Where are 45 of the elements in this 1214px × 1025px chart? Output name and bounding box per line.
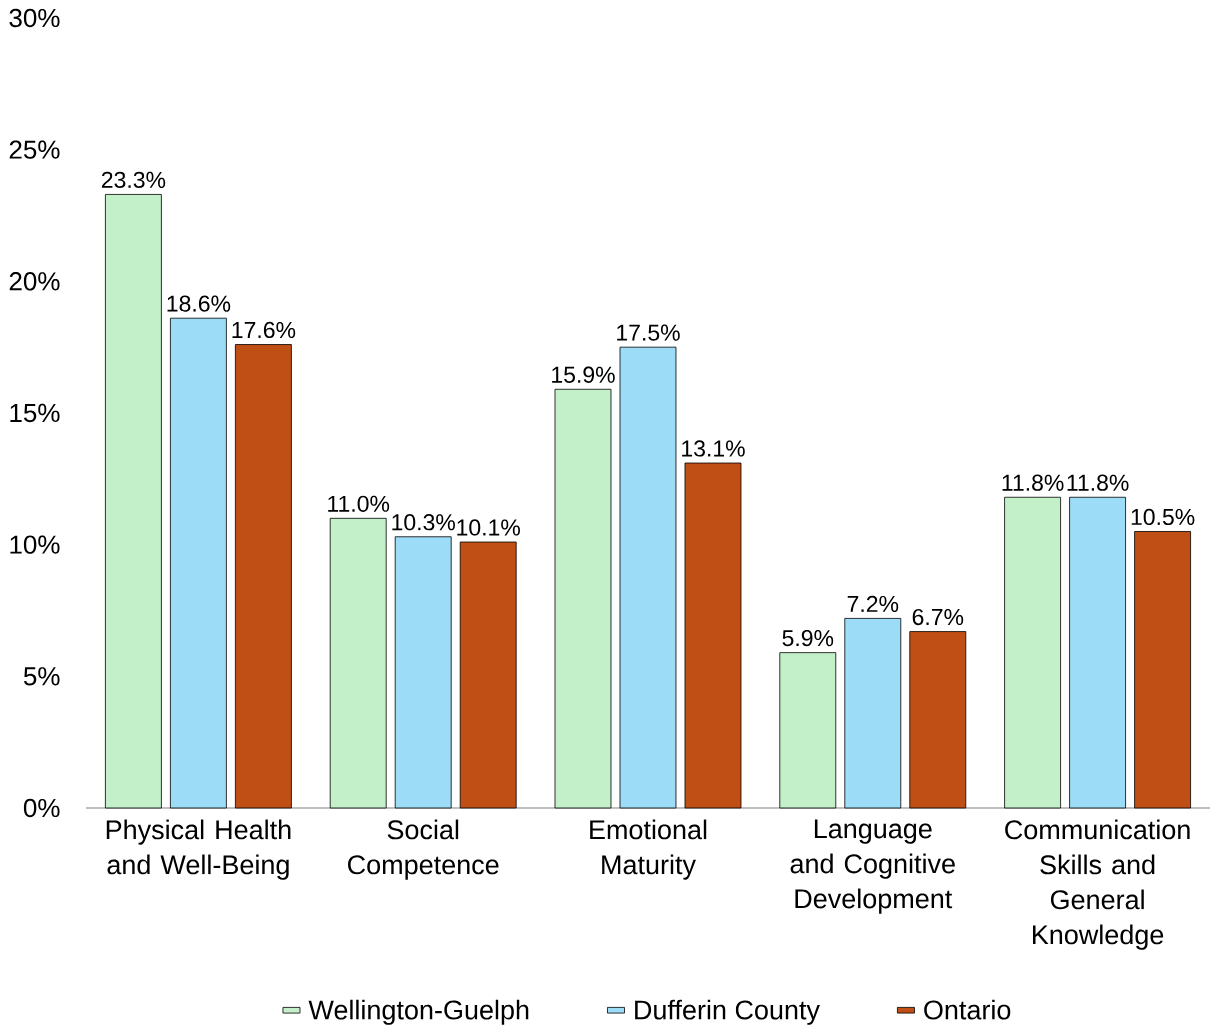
legend-label: Dufferin County — [635, 999, 820, 1025]
bar — [779, 652, 837, 809]
bar — [909, 631, 967, 809]
data-label: 10.5% — [1131, 508, 1195, 526]
bar — [394, 536, 452, 809]
bar — [844, 618, 902, 809]
data-label: 23.3% — [101, 171, 166, 189]
data-label: 17.5% — [617, 324, 680, 341]
data-label: 17.6% — [232, 321, 296, 339]
y-tick-label: 0% — [23, 798, 60, 818]
bar — [684, 462, 742, 809]
bar — [1134, 531, 1191, 809]
data-label: 7.2% — [847, 595, 899, 612]
x-tick-label: Social Competence — [348, 819, 499, 880]
data-label: 11.8% — [1067, 474, 1129, 491]
data-label: 11.0% — [328, 495, 390, 512]
data-label: 6.7% — [912, 608, 964, 626]
bar — [170, 317, 227, 809]
legend-label: Ontario — [924, 999, 1011, 1020]
y-tick-label: 30% — [9, 8, 60, 28]
y-tick-label: 25% — [9, 140, 60, 159]
y-tick-label: 5% — [23, 667, 60, 686]
bar — [459, 541, 517, 809]
x-tick-label: Physical Health and Well-Being — [106, 819, 291, 880]
y-tick-label: 10% — [10, 535, 60, 554]
bar — [1004, 496, 1061, 809]
bar — [619, 346, 677, 809]
y-tick-label: 15% — [10, 403, 60, 423]
x-tick-label: Language and Cognitive Development — [790, 819, 955, 914]
bar — [1069, 496, 1126, 809]
data-label: 10.3% — [392, 514, 455, 531]
y-tick-label: 20% — [9, 272, 60, 291]
data-label: 5.9% — [782, 629, 834, 647]
bar — [554, 388, 612, 809]
data-label: 18.6% — [167, 295, 231, 312]
data-label: 15.9% — [552, 366, 615, 383]
bar — [329, 517, 387, 809]
bar — [105, 194, 162, 809]
data-label: 11.8% — [1002, 474, 1064, 491]
bar — [235, 344, 292, 809]
data-label: 13.1% — [682, 440, 745, 457]
legend-label: Wellington-Guelph — [308, 999, 529, 1025]
data-label: 10.1% — [457, 519, 520, 536]
x-tick-label: Communication Skills and General Knowledge — [1005, 819, 1190, 950]
x-tick-label: Emotional Maturity — [590, 819, 707, 880]
